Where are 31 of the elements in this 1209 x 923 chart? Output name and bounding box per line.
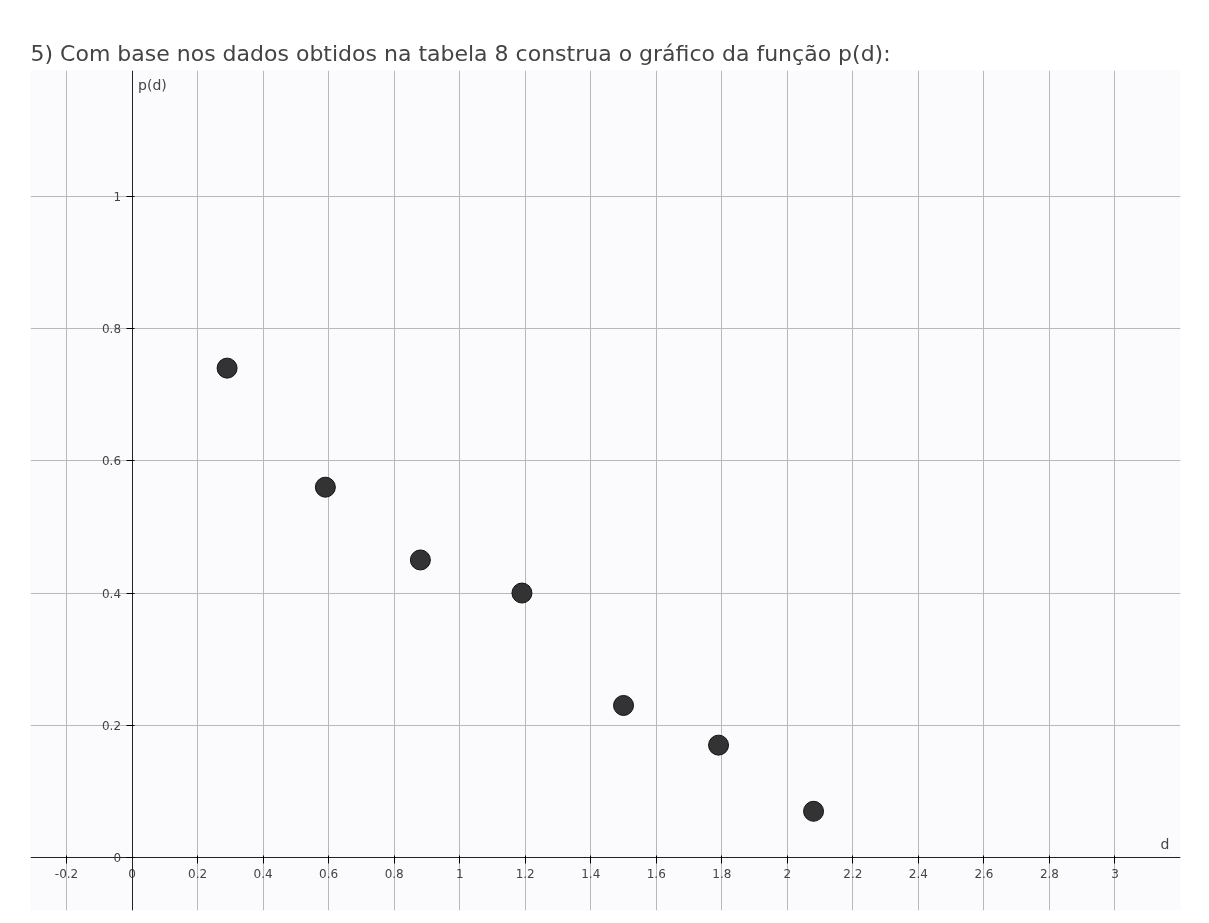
x-tick-label: 3 bbox=[1111, 866, 1119, 881]
x-tick-label: 2.2 bbox=[843, 866, 863, 881]
x-tick-label: 1.4 bbox=[581, 866, 601, 881]
chart-title: 5) Com base nos dados obtidos na tabela 8 construa o gráfico da função p(d): bbox=[30, 40, 891, 66]
point bbox=[613, 694, 635, 716]
x-tick-label: 1.6 bbox=[646, 866, 666, 881]
x-tick-label: 0.6 bbox=[319, 866, 339, 881]
x-tick-label: 2.4 bbox=[908, 866, 928, 881]
x-tick-label: 1.2 bbox=[515, 866, 535, 881]
x-tick-label: 2 bbox=[783, 866, 792, 881]
point bbox=[216, 357, 238, 379]
point bbox=[511, 582, 533, 604]
x-tick-label: 2.6 bbox=[974, 866, 994, 881]
point bbox=[314, 476, 336, 498]
x-tick-label: 0.2 bbox=[188, 866, 208, 881]
x-tick-label: 0.8 bbox=[384, 866, 404, 881]
x-tick-label: 1.8 bbox=[712, 866, 732, 881]
point bbox=[708, 734, 730, 756]
x-axis-title: d bbox=[1160, 835, 1170, 852]
x-tick-label: 2.8 bbox=[1039, 866, 1059, 881]
y-tick-label: 1 bbox=[113, 189, 122, 204]
x-tick-label: 1 bbox=[455, 866, 464, 881]
y-axis-title: p(d) bbox=[138, 76, 167, 93]
y-tick-label: 0.8 bbox=[101, 321, 122, 336]
x-tick-label: 0.4 bbox=[253, 866, 273, 881]
x-tick-label: -0.2 bbox=[54, 866, 79, 881]
y-tick-label: 0.6 bbox=[101, 454, 122, 469]
point bbox=[803, 800, 825, 822]
point bbox=[409, 549, 431, 571]
y-tick-label: 0.4 bbox=[101, 586, 122, 601]
y-tick-label: 0.2 bbox=[101, 718, 122, 733]
